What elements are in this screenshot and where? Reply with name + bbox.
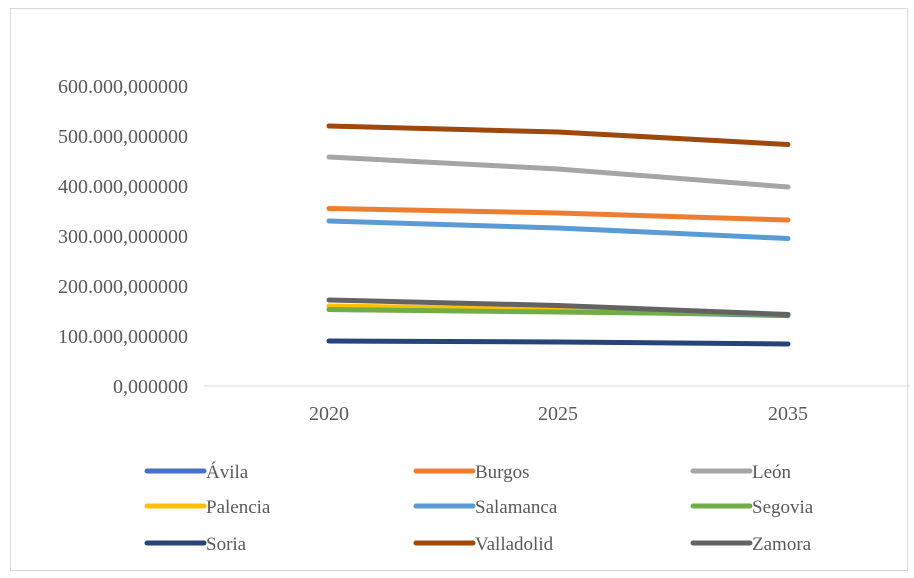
y-tick-label: 300.000,000000 (58, 226, 188, 248)
x-tick-labels: 2020 2025 2035 (309, 403, 808, 425)
series-lines (326, 123, 791, 347)
y-tick-label: 400.000,000000 (58, 176, 188, 198)
legend-label-salamanca: Salamanca (475, 497, 558, 518)
legend-label-soria: Soria (206, 534, 247, 555)
legend-label-león: León (752, 462, 792, 483)
y-tick-label: 0,000000 (113, 376, 188, 398)
legend-label-zamora: Zamora (752, 534, 812, 555)
series-line-valladolid (326, 123, 791, 147)
chart-frame (10, 8, 908, 571)
legend-label-palencia: Palencia (206, 497, 271, 518)
x-tick-label: 2035 (768, 403, 808, 425)
y-tick-labels: 0,000000 100.000,000000 200.000,000000 300.… (58, 76, 188, 398)
legend-label-segovia: Segovia (752, 497, 814, 518)
series-line-león (326, 154, 791, 190)
series-line-salamanca (326, 218, 791, 241)
x-tick-label: 2025 (538, 403, 578, 425)
y-tick-label: 600.000,000000 (58, 76, 188, 98)
y-tick-label: 200.000,000000 (58, 276, 188, 298)
series-line-soria (326, 338, 791, 347)
series-line-burgos (326, 206, 791, 223)
legend-label-ávila: Ávila (206, 461, 249, 483)
x-tick-label: 2020 (309, 403, 349, 425)
legend-label-valladolid: Valladolid (475, 534, 554, 555)
legend: Ávila Burgos León Palencia Salamanca Segovia S… (144, 461, 814, 555)
legend-label-burgos: Burgos (475, 462, 530, 483)
series-line-zamora (326, 297, 791, 317)
y-tick-label: 100.000,000000 (58, 326, 188, 348)
y-tick-label: 500.000,000000 (58, 126, 188, 148)
